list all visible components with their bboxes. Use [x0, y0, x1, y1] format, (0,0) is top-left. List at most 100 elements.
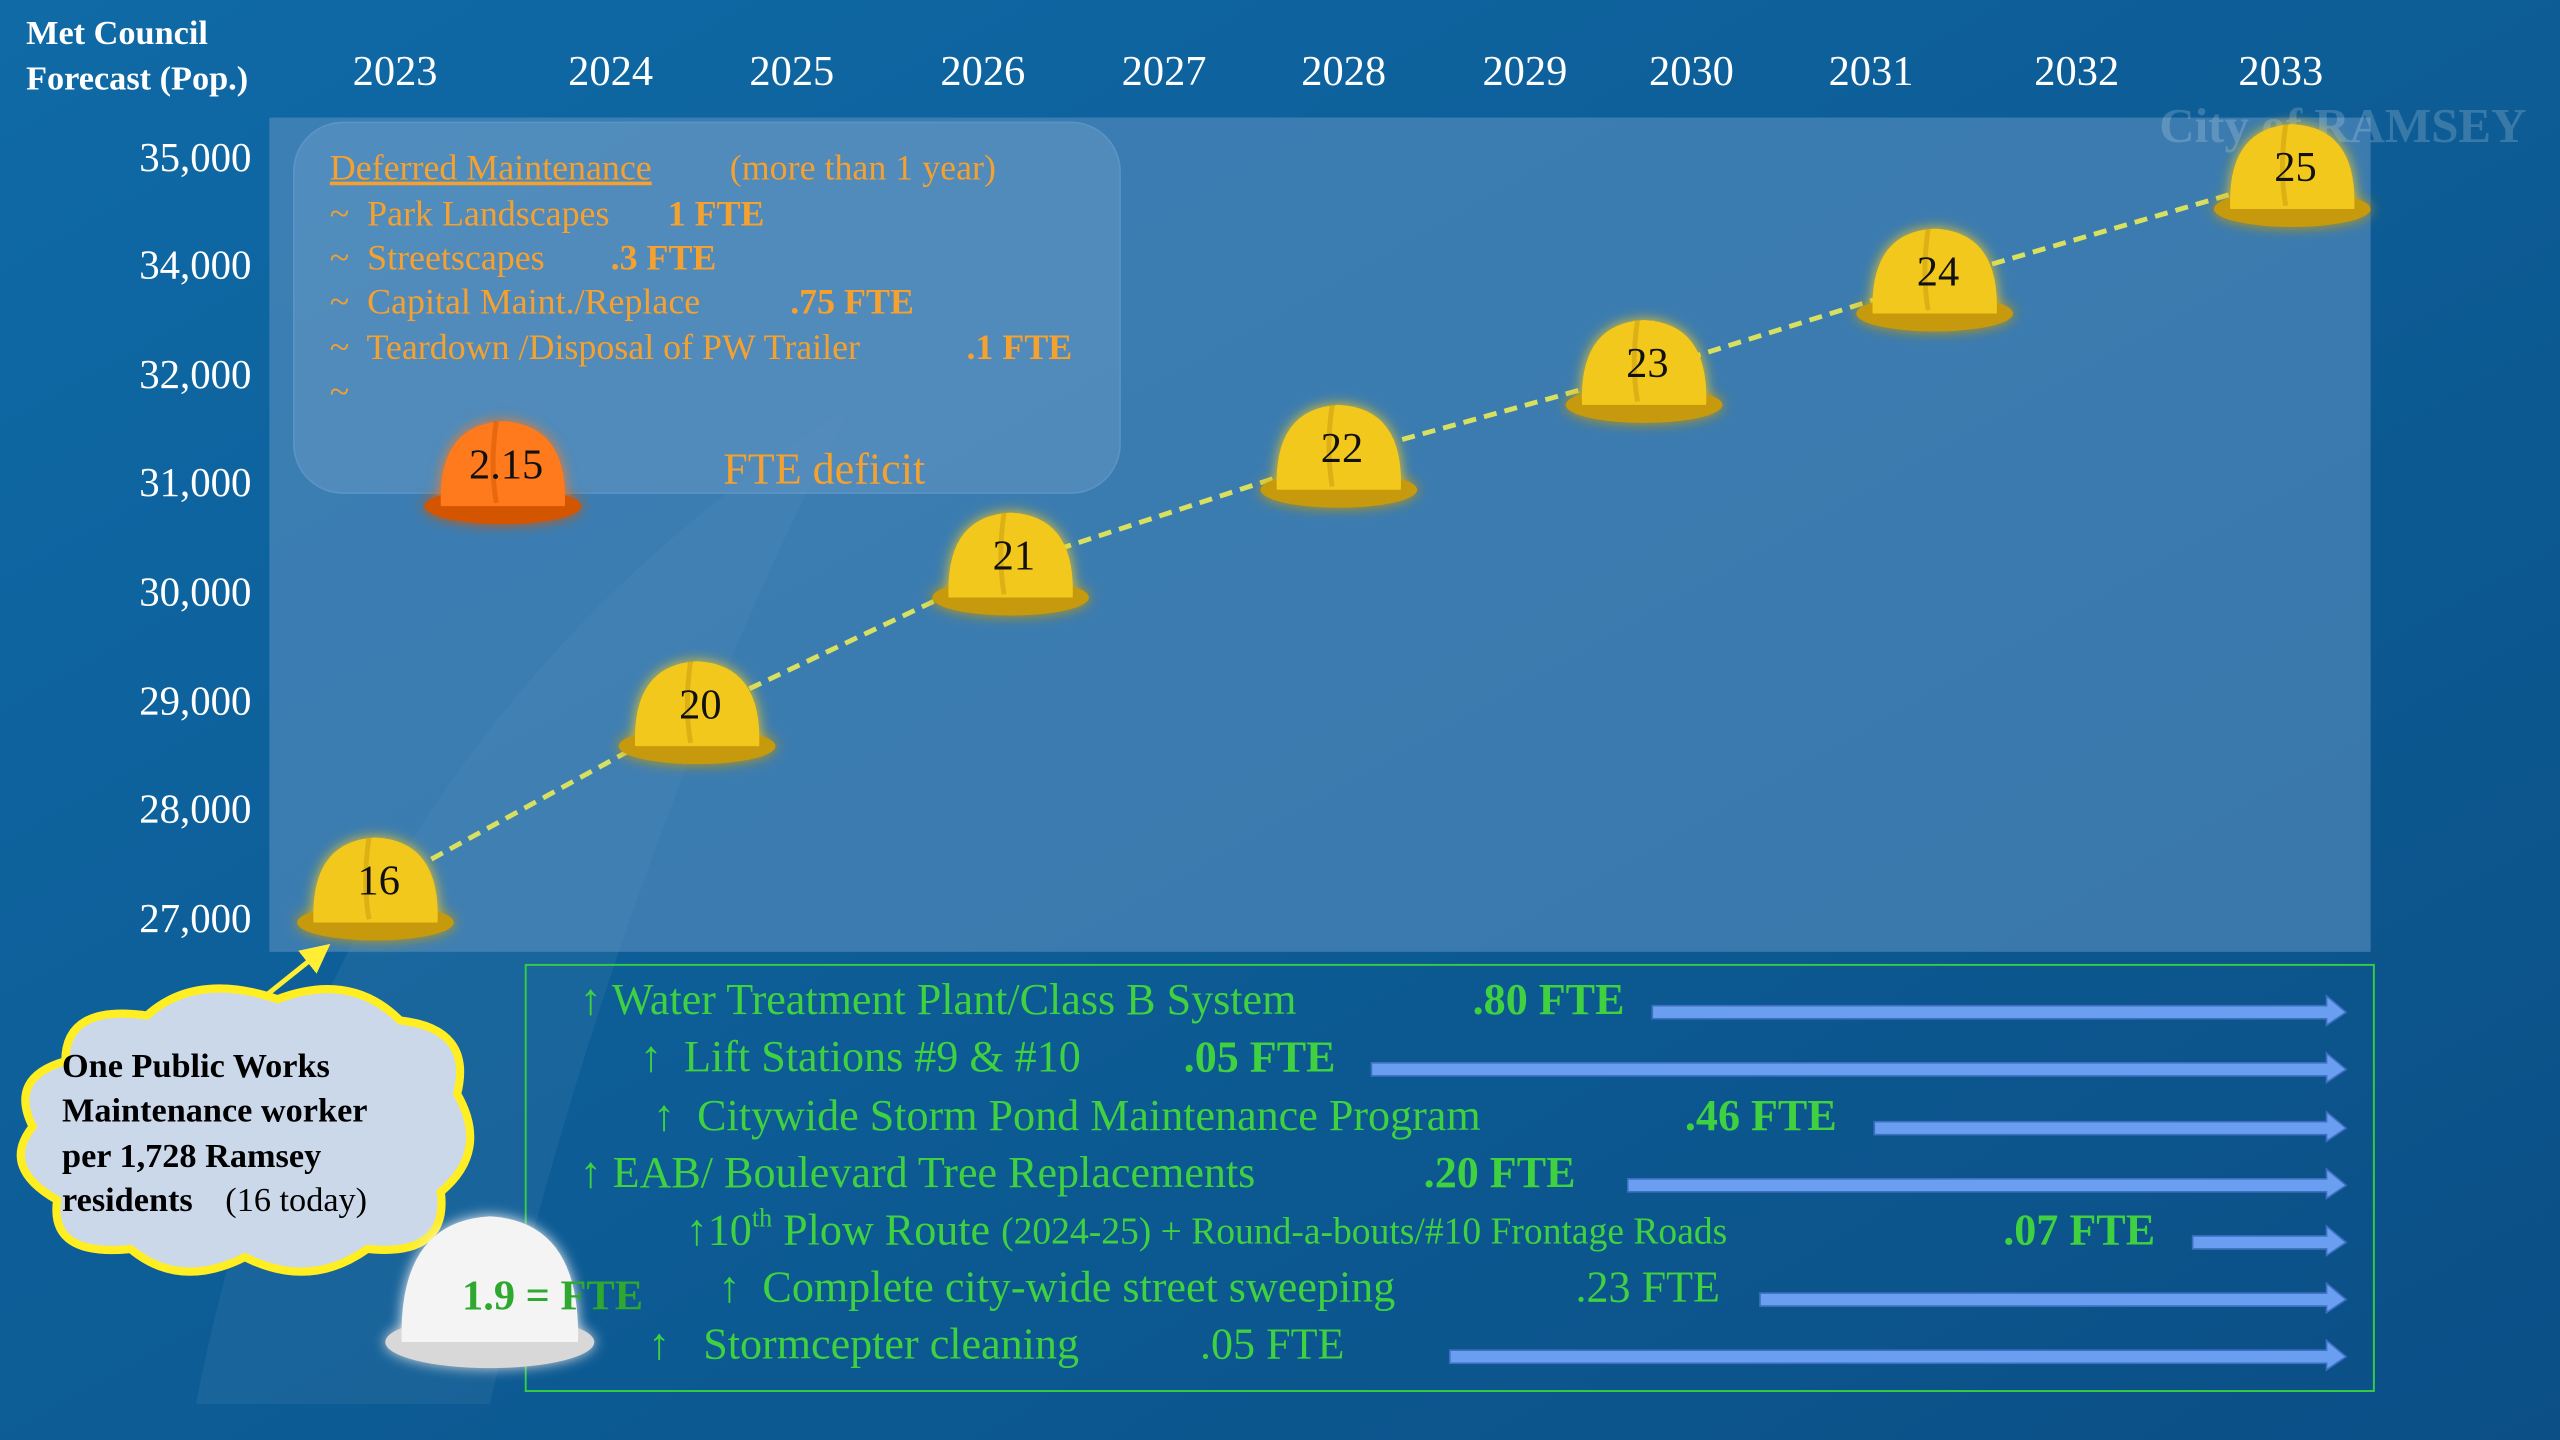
y-axis-label: 31,000: [139, 460, 251, 505]
hat-ridge: [1326, 404, 1335, 487]
hat-dome: [1581, 320, 1707, 405]
white-hat-label: 1.9 = FTE: [462, 1272, 643, 1319]
addition-arrow: [1651, 994, 2348, 1027]
hat-ridge: [490, 420, 499, 504]
addition-text: ↑ Lift Stations #9 & #10: [640, 1032, 1081, 1081]
title: Forecast (Pop.): [26, 59, 248, 97]
addition-fte: .46 FTE: [1685, 1091, 1837, 1140]
hat-label: 21: [993, 533, 1035, 580]
hat-label: 24: [1917, 249, 1959, 296]
hat-dome: [440, 421, 566, 507]
y-axis-label: 27,000: [139, 896, 251, 941]
white-hat: [385, 1216, 595, 1369]
year-label: 2025: [749, 48, 834, 95]
hat-ridge: [2280, 123, 2289, 207]
hat: [618, 660, 776, 765]
deferred-item: ~ Park Landscapes: [330, 193, 610, 233]
deferred-item: ~ Teardown /Disposal of PW Trailer: [330, 327, 860, 367]
addition-item: ↑ Complete city-wide street sweeping: [718, 1263, 1395, 1312]
hat-dome: [948, 512, 1073, 598]
addition-fte: .05 FTE: [1200, 1320, 1344, 1369]
year-label: 2031: [1829, 48, 1914, 95]
addition-text: ↑10: [686, 1205, 752, 1254]
cloud-text: Maintenance worker: [62, 1091, 367, 1129]
hat-dome: [634, 661, 760, 747]
year-label: 2028: [1301, 48, 1386, 95]
hat-label: 16: [358, 858, 400, 905]
addition-item: ↑ Water Treatment Plant/Class B System: [580, 975, 1297, 1024]
addition-item: ↑10th Plow Route (2024-25) + Round-a-bou…: [686, 1203, 1728, 1255]
addition-text: ↑ Stormcepter cleaning: [648, 1320, 1079, 1369]
addition-text: ↑ EAB/ Boulevard Tree Replacements: [580, 1148, 1256, 1197]
addition-arrow: [1626, 1167, 2348, 1200]
hat-ridge: [998, 512, 1007, 595]
addition-text: ↑ Complete city-wide street sweeping: [718, 1263, 1395, 1312]
addition-fte: .05 FTE: [1184, 1032, 1336, 1081]
y-axis-label: 32,000: [139, 352, 251, 397]
year-label: 2030: [1649, 48, 1734, 95]
year-label: 2024: [568, 48, 653, 95]
addition-item: ↑ Citywide Storm Pond Maintenance Progra…: [653, 1091, 1481, 1140]
cloud-text: One Public Works: [62, 1047, 330, 1085]
title: Met Council: [26, 14, 208, 52]
hat-dome: [401, 1216, 579, 1343]
addition-text: th: [752, 1203, 772, 1232]
cloud-text: residents: [62, 1181, 193, 1219]
addition-fte: .07 FTE: [2003, 1205, 2155, 1254]
logo: City of RAMSEY: [2159, 98, 2526, 153]
hat-ridge: [1922, 228, 1931, 311]
hat-label: 25: [2274, 144, 2316, 191]
additions-box: [524, 963, 2375, 1392]
hat-label: 20: [679, 681, 721, 728]
addition-text: (2024-25) + Round-a-bouts/#10 Frontage R…: [1001, 1211, 1727, 1252]
deficit-hat-label: 2.15: [469, 441, 543, 488]
addition-arrow: [1370, 1051, 2348, 1084]
hat: [932, 512, 1089, 616]
hat-ridge: [684, 660, 694, 744]
y-axis-label: 30,000: [139, 569, 251, 614]
hat: [1260, 404, 1418, 508]
hat: [1565, 319, 1723, 423]
addition-text: ↑ Water Treatment Plant/Class B System: [580, 975, 1297, 1024]
deferred-fte: .1 FTE: [967, 327, 1073, 367]
deferred-fte: .3 FTE: [611, 237, 717, 277]
year-label: 2027: [1122, 48, 1207, 95]
deferred-note: (more than 1 year): [730, 148, 996, 188]
cloud-note: (16 today): [225, 1181, 367, 1219]
hat: [2213, 123, 2371, 227]
year-label: 2026: [940, 48, 1025, 95]
deferred-fte: 1 FTE: [668, 193, 765, 233]
y-axis-label: 28,000: [139, 786, 251, 831]
addition-fte: .20 FTE: [1424, 1148, 1576, 1197]
hat: [297, 837, 454, 941]
deficit-hat: [424, 420, 582, 525]
addition-text: Plow Route: [772, 1205, 1001, 1254]
year-label: 2023: [353, 48, 438, 95]
hat-dome: [2230, 124, 2355, 209]
deficit-label: FTE deficit: [723, 445, 925, 494]
addition-fte: .23 FTE: [1576, 1263, 1720, 1312]
addition-arrow: [2191, 1224, 2348, 1258]
addition-arrow: [1448, 1338, 2348, 1372]
y-axis-label: 34,000: [139, 243, 251, 288]
addition-arrow: [1759, 1281, 2348, 1315]
hat-label: 22: [1321, 425, 1363, 472]
cloud: [16, 984, 475, 1276]
hat-ridge: [1631, 319, 1640, 403]
hat-dome: [1276, 404, 1401, 490]
deferred-item: ~: [330, 371, 349, 411]
addition-text: ↑ Citywide Storm Pond Maintenance Progra…: [653, 1091, 1481, 1140]
addition-item: ↑ Lift Stations #9 & #10: [640, 1032, 1081, 1081]
deferred-fte: .75 FTE: [790, 282, 914, 322]
addition-arrow: [1873, 1110, 2348, 1143]
year-label: 2032: [2034, 48, 2119, 95]
addition-item: ↑ Stormcepter cleaning: [648, 1320, 1079, 1369]
cloud-text: per 1,728 Ramsey: [62, 1137, 321, 1175]
hat-dome: [313, 837, 438, 923]
hat: [1856, 228, 2014, 332]
hat-label: 23: [1626, 340, 1668, 387]
deferred-item: ~ Streetscapes: [330, 237, 545, 277]
hat-dome: [1872, 228, 1997, 314]
year-label: 2029: [1482, 48, 1567, 95]
